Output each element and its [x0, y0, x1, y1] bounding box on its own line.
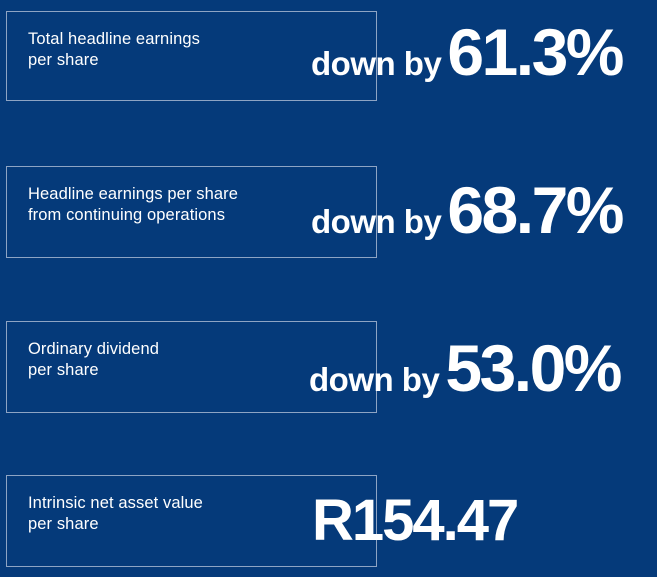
metric-label-box: Ordinary dividend per share [6, 321, 377, 413]
metric-label-line: per share [28, 515, 99, 533]
metric-value: 53.0% [445, 331, 622, 405]
metric-label-line: Headline earnings per share [28, 185, 238, 203]
metric-label-box: Total headline earnings per share [6, 11, 377, 101]
metric-prefix: down by [311, 45, 442, 82]
metric-value: 61.3% [447, 15, 624, 89]
metric-figure: down by53.0% [309, 330, 622, 406]
metric-label-line: per share [28, 361, 99, 379]
metric-figure: R154.47 [312, 487, 519, 554]
metric-label-line: from continuing operations [28, 206, 226, 224]
metric-figure: down by61.3% [311, 14, 624, 90]
metric-card-ordinary-dividend: Ordinary dividend per share down by53.0% [0, 310, 657, 413]
metric-label-line: Ordinary dividend [28, 340, 160, 358]
metric-card-headline-earnings-continuing: Headline earnings per share from continu… [0, 155, 657, 258]
metric-value: R154.47 [312, 488, 519, 553]
metric-label-line: Intrinsic net asset value [28, 494, 203, 512]
metric-value: 68.7% [447, 173, 624, 247]
metric-label-box: Intrinsic net asset value per share [6, 475, 377, 567]
metric-prefix: down by [309, 361, 440, 398]
metric-card-intrinsic-nav: Intrinsic net asset value per share R154… [0, 465, 657, 567]
metric-label-line: per share [28, 51, 99, 69]
metric-prefix: down by [311, 203, 442, 240]
metric-label-box: Headline earnings per share from continu… [6, 166, 377, 258]
metric-card-total-headline-earnings: Total headline earnings per share down b… [0, 0, 657, 101]
metric-figure: down by68.7% [311, 172, 624, 248]
metric-label-line: Total headline earnings [28, 30, 201, 48]
